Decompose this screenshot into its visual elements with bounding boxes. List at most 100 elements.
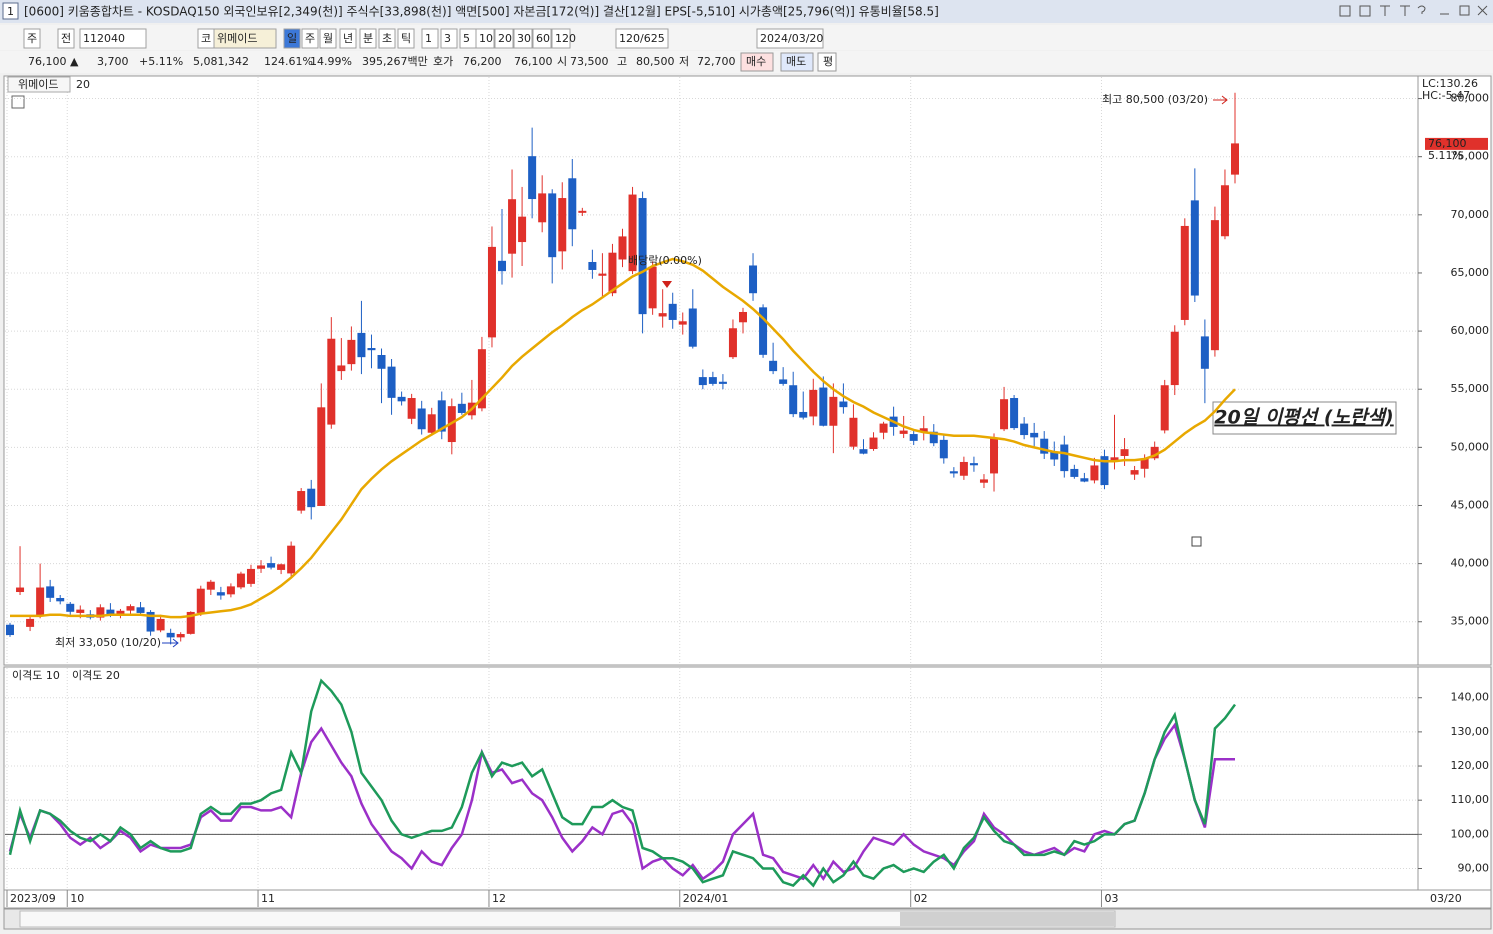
control-icon[interactable] [1359, 5, 1371, 17]
toolbar-label[interactable]: 3 [444, 32, 451, 45]
x-tick-label: 12 [492, 892, 506, 905]
quote-field[interactable]: 매도 [786, 55, 806, 68]
y-tick-label: 55,000 [1451, 382, 1490, 395]
order-button[interactable] [740, 52, 774, 72]
y-tick-label: 65,000 [1451, 266, 1490, 279]
toolbar-button[interactable] [57, 28, 75, 49]
toolbar-label[interactable]: 주 [305, 32, 315, 45]
toolbar-button[interactable] [397, 28, 415, 49]
candle-body [186, 611, 195, 634]
candle-body [969, 463, 978, 466]
control-icon[interactable] [1339, 5, 1351, 17]
marker-box[interactable] [1191, 536, 1202, 547]
toolbar-button[interactable] [213, 28, 277, 49]
candle-body [176, 634, 185, 638]
toolbar-label[interactable]: 틱 [401, 32, 411, 45]
y-tick-label: 100,00 [1451, 827, 1490, 840]
order-button[interactable] [780, 52, 814, 72]
toolbar-button[interactable] [339, 28, 357, 49]
candle-body [427, 414, 436, 433]
toolbar-label[interactable]: 20 [498, 32, 512, 45]
toolbar-label[interactable]: 분 [363, 32, 373, 45]
toolbar-label[interactable]: 초 [382, 32, 392, 45]
y-tick-label: 130,00 [1451, 725, 1490, 738]
toolbar-button[interactable] [378, 28, 396, 49]
quote-field[interactable]: 평 [823, 55, 833, 68]
toolbar-label[interactable]: 월 [323, 32, 333, 45]
toolbar-button[interactable] [359, 28, 377, 49]
toolbar-label[interactable]: 일 [287, 31, 297, 45]
quote-field: 76,200 [463, 55, 502, 68]
scroll-thumb[interactable] [900, 912, 1115, 926]
candle-body [136, 607, 145, 613]
candle-body [166, 632, 175, 638]
toolbar-button[interactable] [440, 28, 458, 49]
candle-body [1000, 399, 1009, 430]
candle-body [357, 332, 366, 358]
toolbar-label[interactable]: 2024/03/20 [760, 32, 823, 45]
toolbar-button[interactable] [532, 28, 552, 49]
candle-body [508, 199, 517, 254]
toolbar-button[interactable] [301, 28, 319, 49]
toolbar-label[interactable]: 주 [27, 32, 37, 45]
toolbar-button[interactable] [319, 28, 337, 49]
candle-body [66, 603, 75, 612]
candle-body [849, 417, 858, 447]
candle-body [638, 198, 647, 315]
toolbar-label[interactable]: 1 [425, 32, 432, 45]
toolbar-label[interactable]: 5 [463, 32, 470, 45]
x-tick-label: 03 [1104, 892, 1118, 905]
toolbar-label[interactable]: 112040 [83, 32, 125, 45]
quote-field: 76,100 [514, 55, 553, 68]
candle-body [949, 471, 958, 474]
candle-body [578, 210, 587, 213]
toolbar-button[interactable] [756, 28, 824, 49]
window-controls[interactable] [1339, 5, 1488, 17]
toolbar-label[interactable]: 60 [536, 32, 550, 45]
candle-body [1020, 423, 1029, 436]
toolbar-button[interactable] [615, 28, 669, 49]
control-icon[interactable] [1400, 5, 1410, 16]
toolbar-button[interactable] [475, 28, 495, 49]
candle-body [1200, 336, 1209, 369]
toolbar-label[interactable]: 코 [201, 32, 211, 45]
y-tick-label: 90,00 [1458, 861, 1490, 874]
annotation-box [1212, 401, 1397, 435]
toolbar-label[interactable]: 전 [61, 32, 71, 45]
toolbar-label[interactable]: 30 [517, 32, 531, 45]
candle-body [1210, 220, 1219, 351]
candle-body [1010, 398, 1019, 429]
toolbar-button[interactable] [494, 28, 514, 49]
toolbar-button[interactable] [79, 28, 147, 49]
close[interactable] [1477, 5, 1488, 16]
toolbar-button[interactable] [421, 28, 439, 49]
lc-label: LC:130.26 [1422, 77, 1478, 90]
toolbar-label[interactable]: 120/625 [619, 32, 665, 45]
toolbar-button[interactable] [23, 28, 41, 49]
candle-body [979, 479, 988, 483]
toolbar-button[interactable] [551, 28, 571, 49]
toolbar-button[interactable] [513, 28, 533, 49]
control-icon[interactable] [1380, 5, 1390, 16]
quote-field: 76,100 ▲ [28, 55, 79, 68]
maximize[interactable] [1459, 5, 1470, 16]
toolbar-button[interactable] [283, 28, 301, 49]
candle-body [437, 400, 446, 432]
toolbar-label[interactable]: 10 [479, 32, 493, 45]
date-axis [3, 889, 1492, 909]
order-button[interactable] [817, 52, 837, 72]
moving-average [10, 257, 1236, 619]
candle-body [6, 624, 14, 636]
toolbar-label[interactable]: 년 [343, 32, 353, 45]
quote-field: 저 [679, 55, 689, 68]
candle-body [1220, 185, 1229, 237]
ma-annotation: 20일 이평선 (노란색) [1214, 407, 1393, 429]
grid-icon[interactable] [11, 95, 25, 109]
candle-body [327, 338, 336, 425]
control-icon[interactable] [1417, 5, 1426, 14]
toolbar-label[interactable]: 위메이드 [217, 32, 257, 45]
quote-field[interactable]: 매수 [746, 55, 766, 68]
toolbar-label[interactable]: 120 [555, 32, 576, 45]
price-axis [1417, 75, 1492, 666]
